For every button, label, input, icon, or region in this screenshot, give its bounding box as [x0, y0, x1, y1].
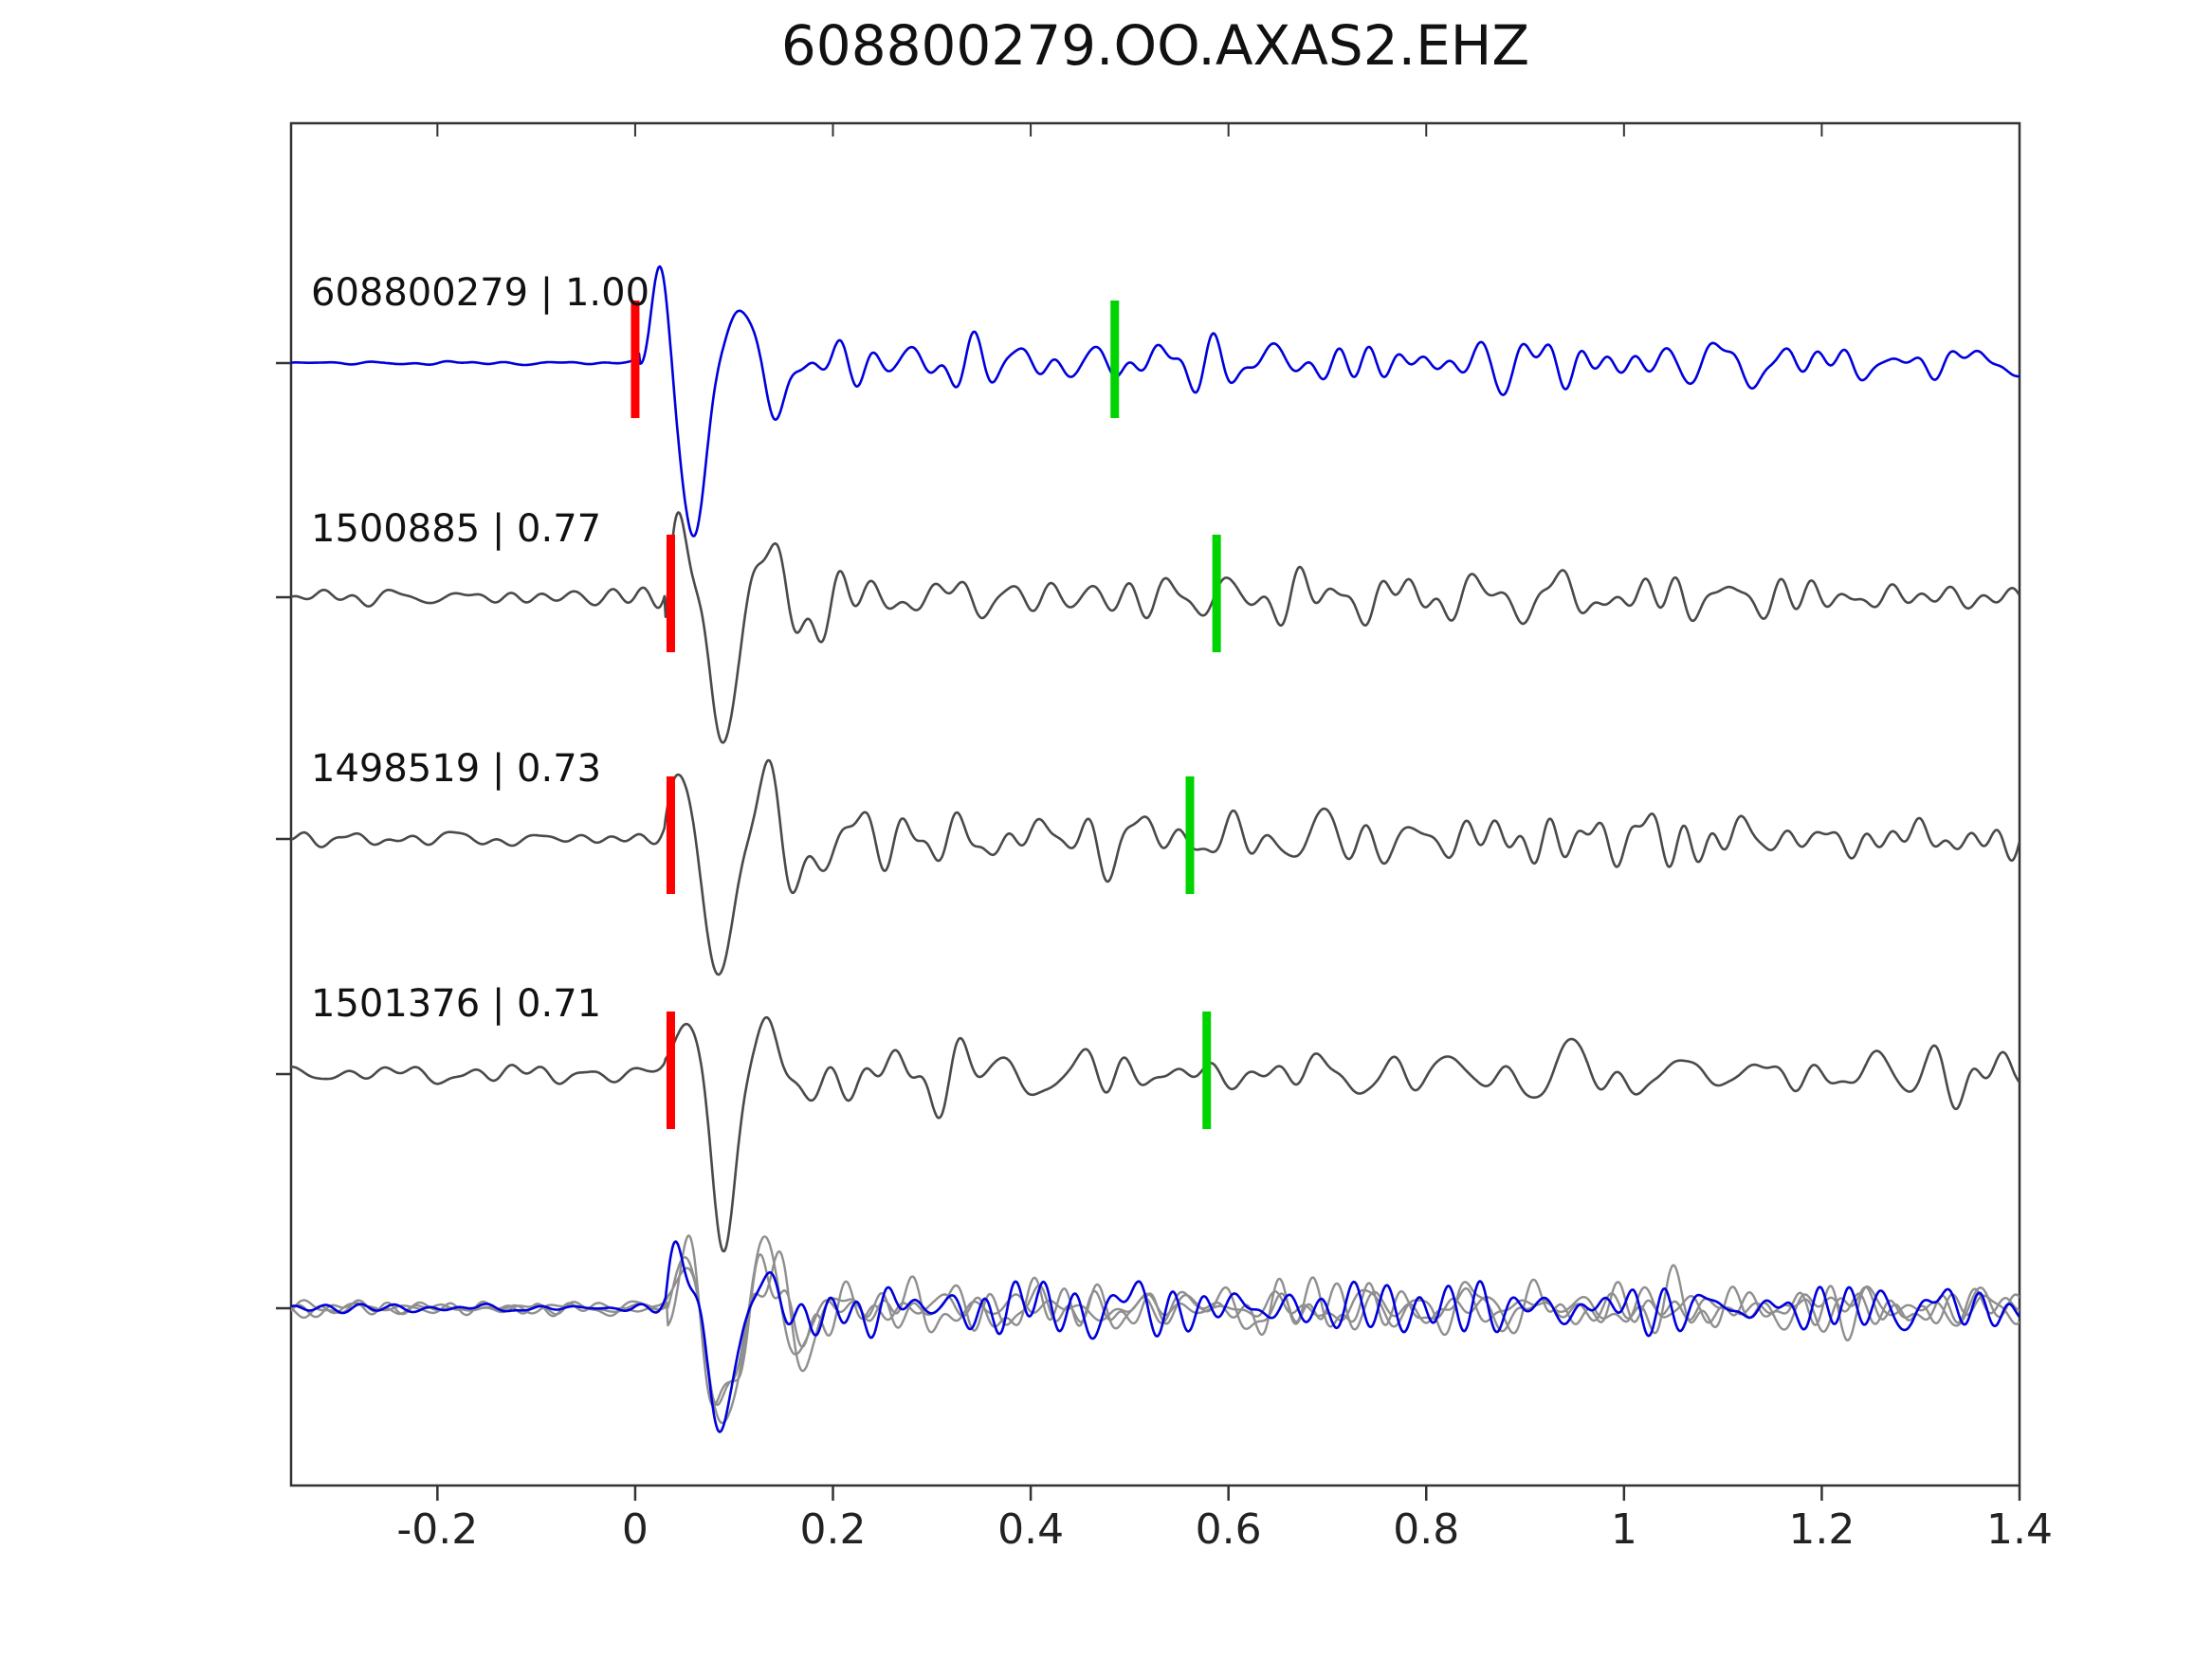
plot-frame — [289, 121, 2021, 1487]
x-tick-label: 1.4 — [1986, 1505, 2053, 1554]
x-tick-label: 0.8 — [1393, 1505, 1460, 1554]
trace-label-detection-3: 1501376 | 0.71 — [311, 982, 602, 1026]
x-tick-label: 0 — [621, 1505, 649, 1554]
overlay-trace-1500885 — [291, 1253, 2020, 1407]
x-tick-label: 0.6 — [1195, 1505, 1262, 1554]
x-tick-label: 1 — [1610, 1505, 1637, 1554]
x-tick-label: 0.4 — [997, 1505, 1065, 1554]
figure-title: 608800279.OO.AXAS2.EHZ — [780, 13, 1530, 78]
trace-1501376 — [291, 1015, 2020, 1253]
trace-1498519 — [291, 758, 2020, 976]
trace-label-template: 608800279 | 1.00 — [311, 271, 650, 315]
x-tick-label: 1.2 — [1788, 1505, 1856, 1554]
trace-label-detection-2: 1498519 | 0.73 — [311, 747, 602, 791]
x-tick-label: -0.2 — [396, 1505, 479, 1554]
overlay-trace-1501376 — [291, 1234, 2020, 1407]
overlay-trace-608800279 — [291, 1240, 2020, 1433]
overlay-trace-1498519 — [291, 1235, 2020, 1425]
trace-label-detection-1: 1500885 | 0.77 — [311, 507, 602, 551]
trace-1500885 — [291, 511, 2020, 744]
x-tick-label: 0.2 — [799, 1505, 867, 1554]
trace-608800279 — [291, 264, 2020, 538]
